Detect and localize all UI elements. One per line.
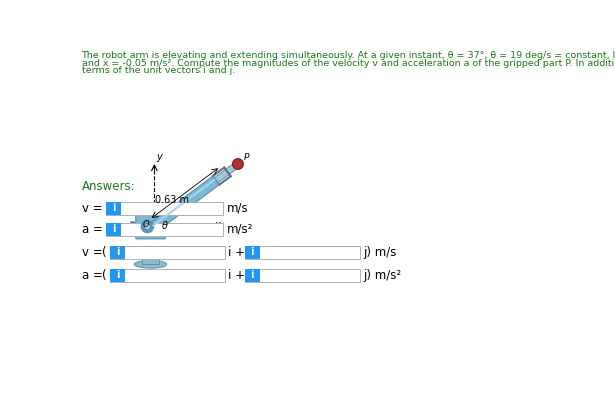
FancyBboxPatch shape — [110, 246, 125, 259]
FancyBboxPatch shape — [106, 223, 121, 236]
Text: i: i — [116, 247, 119, 257]
Ellipse shape — [142, 251, 159, 256]
Text: i +: i + — [228, 269, 245, 282]
Text: v =: v = — [82, 246, 102, 259]
FancyBboxPatch shape — [106, 202, 121, 215]
Text: terms of the unit vectors i and j.: terms of the unit vectors i and j. — [82, 66, 235, 75]
Text: and ẋ = -0.05 m/s². Compute the magnitudes of the velocity v and acceleration a : and ẋ = -0.05 m/s². Compute the magnitud… — [82, 59, 615, 68]
FancyBboxPatch shape — [245, 246, 360, 259]
FancyBboxPatch shape — [110, 246, 225, 259]
Text: The robot arm is elevating and extending simultaneously. At a given instant, θ =: The robot arm is elevating and extending… — [82, 51, 615, 60]
Text: j) m/s²: j) m/s² — [363, 269, 401, 282]
FancyBboxPatch shape — [245, 246, 260, 259]
Text: v =: v = — [82, 202, 102, 215]
Text: i: i — [250, 247, 254, 257]
Text: i: i — [112, 204, 116, 213]
Text: y: y — [156, 152, 162, 162]
Circle shape — [145, 224, 151, 230]
Text: 0.63 m: 0.63 m — [154, 195, 189, 205]
FancyBboxPatch shape — [245, 269, 260, 282]
Text: j) m/s: j) m/s — [363, 246, 396, 259]
Text: θ: θ — [161, 221, 167, 231]
Ellipse shape — [134, 261, 167, 268]
Polygon shape — [151, 176, 220, 231]
Text: a =: a = — [82, 269, 103, 282]
Text: m/s: m/s — [227, 202, 249, 215]
Text: P: P — [244, 153, 248, 162]
Text: i: i — [250, 270, 254, 281]
Text: a =: a = — [82, 223, 103, 236]
FancyBboxPatch shape — [106, 223, 223, 236]
FancyBboxPatch shape — [136, 214, 165, 239]
Text: m/s²: m/s² — [227, 223, 253, 236]
Text: (: ( — [103, 269, 107, 282]
Text: Answers:: Answers: — [82, 180, 135, 193]
Polygon shape — [215, 164, 237, 183]
Text: i: i — [116, 270, 119, 281]
Circle shape — [232, 159, 244, 169]
Text: i +: i + — [228, 246, 245, 259]
FancyBboxPatch shape — [110, 269, 225, 282]
Text: i: i — [112, 224, 116, 234]
FancyBboxPatch shape — [106, 202, 223, 215]
FancyBboxPatch shape — [142, 253, 159, 264]
Text: x: x — [214, 220, 220, 230]
FancyBboxPatch shape — [245, 269, 360, 282]
Text: (: ( — [103, 246, 107, 259]
FancyBboxPatch shape — [110, 269, 125, 282]
Text: O: O — [143, 220, 149, 230]
Circle shape — [141, 220, 154, 233]
